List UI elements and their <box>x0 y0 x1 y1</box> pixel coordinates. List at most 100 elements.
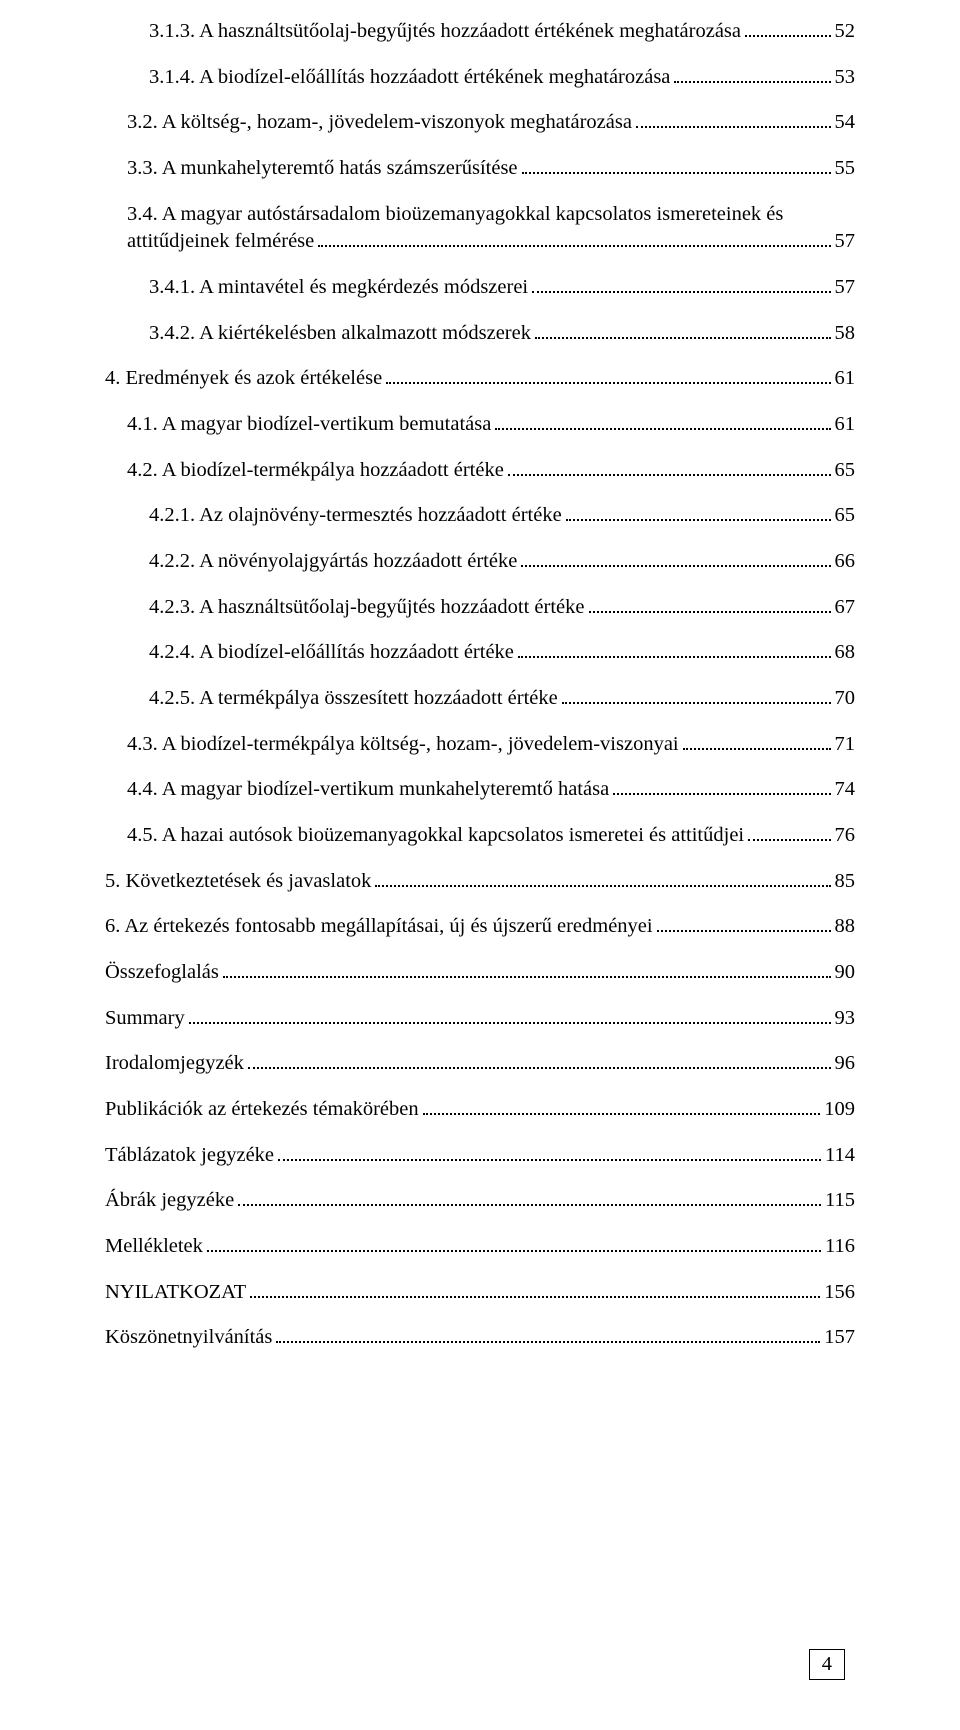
toc-text: 4.2.5. A termékpálya összesített hozzáad… <box>149 685 558 713</box>
toc-text: 4.2.2. A növényolajgyártás hozzáadott ér… <box>149 548 517 576</box>
toc-entry: 4.2.1. Az olajnövény-termesztés hozzáado… <box>105 502 855 530</box>
toc-leader-dots <box>423 1113 821 1115</box>
toc-page: 53 <box>835 64 856 92</box>
toc-leader-dots <box>745 35 830 37</box>
toc-text: 3.4.2. A kiértékelésben alkalmazott móds… <box>149 320 531 348</box>
toc-entry: 4.2.3. A használtsütőolaj-begyűjtés hozz… <box>105 594 855 622</box>
toc-leader-dots <box>278 1159 821 1161</box>
toc-page: 157 <box>824 1324 855 1352</box>
toc-entry: 4.2.2. A növényolajgyártás hozzáadott ér… <box>105 548 855 576</box>
toc-leader-dots <box>589 611 831 613</box>
toc-text: Ábrák jegyzéke <box>105 1187 234 1215</box>
toc-entry: Publikációk az értekezés témakörében 109 <box>105 1096 855 1124</box>
toc-text: 4.2.4. A biodízel-előállítás hozzáadott … <box>149 639 514 667</box>
toc-text: 3.1.4. A biodízel-előállítás hozzáadott … <box>149 64 670 92</box>
toc-entry: Summary 93 <box>105 1005 855 1033</box>
toc-entry: Ábrák jegyzéke 115 <box>105 1187 855 1215</box>
toc-leader-dots <box>683 748 831 750</box>
toc-leader-dots <box>613 793 830 795</box>
toc-page: 66 <box>835 548 856 576</box>
toc-text: Mellékletek <box>105 1233 203 1261</box>
toc-leader-dots <box>276 1341 820 1343</box>
toc-page: 55 <box>835 155 856 183</box>
toc-entry: 6. Az értekezés fontosabb megállapításai… <box>105 913 855 941</box>
toc-page: 114 <box>825 1142 855 1170</box>
toc-page: 67 <box>835 594 856 622</box>
toc-text: 4.3. A biodízel-termékpálya költség-, ho… <box>127 731 679 759</box>
toc-page: 57 <box>835 228 856 256</box>
toc-page: 74 <box>835 776 856 804</box>
toc-text: 4.4. A magyar biodízel-vertikum munkahel… <box>127 776 609 804</box>
toc-page: 61 <box>835 365 856 393</box>
toc-leader-dots <box>674 81 830 83</box>
page-number: 4 <box>809 1649 845 1680</box>
toc-entry: Irodalomjegyzék 96 <box>105 1050 855 1078</box>
toc-leader-dots <box>636 126 831 128</box>
toc-entry: Táblázatok jegyzéke 114 <box>105 1142 855 1170</box>
toc-page: 58 <box>835 320 856 348</box>
toc-leader-dots <box>508 474 831 476</box>
toc-text: Summary <box>105 1005 185 1033</box>
toc-entry: NYILATKOZAT 156 <box>105 1279 855 1307</box>
toc-page: 54 <box>835 109 856 137</box>
toc-entry: 3.1.3. A használtsütőolaj-begyűjtés hozz… <box>105 18 855 46</box>
toc-entry: Mellékletek 116 <box>105 1233 855 1261</box>
toc-page: 115 <box>825 1187 855 1215</box>
toc-text: 3.4.1. A mintavétel és megkérdezés módsz… <box>149 274 528 302</box>
toc-entry: 3.4. A magyar autóstársadalom bioüzemany… <box>105 201 855 256</box>
toc-page: 65 <box>835 502 856 530</box>
toc-entry: 5. Következtetések és javaslatok 85 <box>105 868 855 896</box>
toc-page: 52 <box>835 18 856 46</box>
toc-text: Irodalomjegyzék <box>105 1050 244 1078</box>
toc-text: Publikációk az értekezés témakörében <box>105 1096 419 1124</box>
toc-page: 156 <box>824 1279 855 1307</box>
toc-text: Táblázatok jegyzéke <box>105 1142 274 1170</box>
toc-entry: 3.4.2. A kiértékelésben alkalmazott móds… <box>105 320 855 348</box>
toc-entry: 4.2.5. A termékpálya összesített hozzáad… <box>105 685 855 713</box>
toc-page: 68 <box>835 639 856 667</box>
toc-entry: 3.2. A költség-, hozam-, jövedelem-viszo… <box>105 109 855 137</box>
toc-entry: 3.1.4. A biodízel-előállítás hozzáadott … <box>105 64 855 92</box>
toc-page: 88 <box>835 913 856 941</box>
toc-entry: Köszönetnyilvánítás 157 <box>105 1324 855 1352</box>
toc-leader-dots <box>189 1022 831 1024</box>
toc-leader-dots <box>250 1296 820 1298</box>
toc-entry: 4.2. A biodízel-termékpálya hozzáadott é… <box>105 457 855 485</box>
toc-text: 3.3. A munkahelyteremtő hatás számszerűs… <box>127 155 518 183</box>
toc-leader-dots <box>748 839 830 841</box>
toc-entry: 4.4. A magyar biodízel-vertikum munkahel… <box>105 776 855 804</box>
toc-text: attitűdjeinek felmérése <box>127 228 314 256</box>
toc-page: 70 <box>835 685 856 713</box>
toc-leader-dots <box>375 885 830 887</box>
toc-page: 61 <box>835 411 856 439</box>
toc-text: 3.4. A magyar autóstársadalom bioüzemany… <box>127 201 855 229</box>
toc-entry: 3.4.1. A mintavétel és megkérdezés módsz… <box>105 274 855 302</box>
toc-entry: 3.3. A munkahelyteremtő hatás számszerűs… <box>105 155 855 183</box>
toc-text: 4.2.3. A használtsütőolaj-begyűjtés hozz… <box>149 594 585 622</box>
table-of-contents: 3.1.3. A használtsütőolaj-begyűjtés hozz… <box>105 18 855 1352</box>
toc-text: 4.1. A magyar biodízel-vertikum bemutatá… <box>127 411 491 439</box>
toc-leader-dots <box>532 291 830 293</box>
toc-page: 57 <box>835 274 856 302</box>
toc-page: 116 <box>825 1233 855 1261</box>
toc-page: 76 <box>835 822 856 850</box>
toc-entry: 4.2.4. A biodízel-előállítás hozzáadott … <box>105 639 855 667</box>
toc-text: 6. Az értekezés fontosabb megállapításai… <box>105 913 653 941</box>
toc-leader-dots <box>522 172 831 174</box>
toc-page: 93 <box>835 1005 856 1033</box>
toc-page: 96 <box>835 1050 856 1078</box>
toc-text: 4.2. A biodízel-termékpálya hozzáadott é… <box>127 457 504 485</box>
toc-leader-dots <box>238 1204 821 1206</box>
toc-entry: Összefoglalás 90 <box>105 959 855 987</box>
toc-entry: 4.5. A hazai autósok bioüzemanyagokkal k… <box>105 822 855 850</box>
toc-page: 71 <box>835 731 856 759</box>
toc-text: Összefoglalás <box>105 959 219 987</box>
toc-text: NYILATKOZAT <box>105 1279 246 1307</box>
toc-text: Köszönetnyilvánítás <box>105 1324 272 1352</box>
toc-leader-dots <box>318 245 830 247</box>
toc-leader-dots <box>566 519 831 521</box>
toc-leader-dots <box>562 702 831 704</box>
toc-leader-dots <box>518 656 831 658</box>
toc-leader-dots <box>223 976 831 978</box>
toc-text: 4. Eredmények és azok értékelése <box>105 365 382 393</box>
